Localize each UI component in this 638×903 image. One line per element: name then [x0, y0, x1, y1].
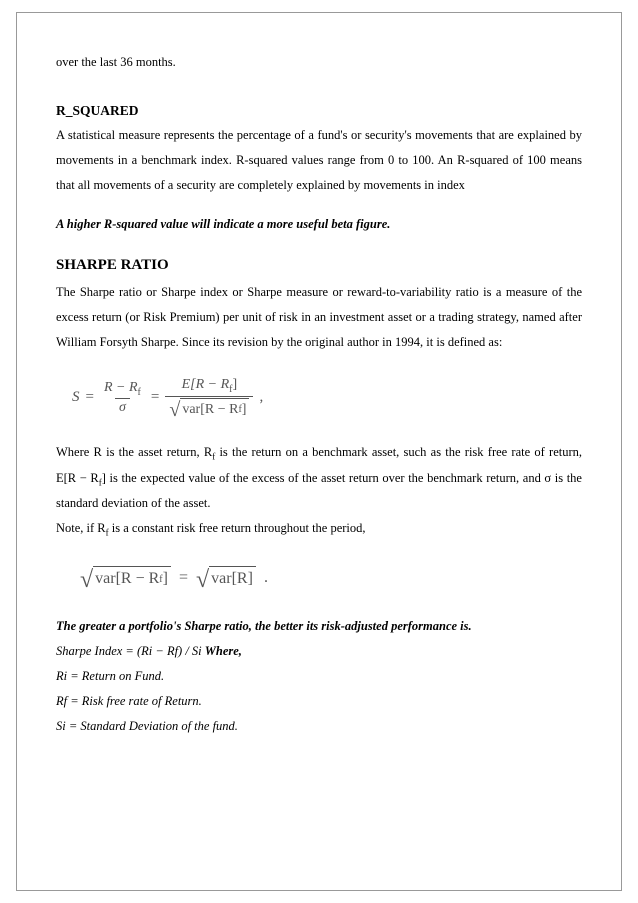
page-content: over the last 36 months. R_SQUARED A sta…	[56, 50, 582, 863]
sqrt1-c: ]	[242, 402, 247, 417]
def-rf: Rf = Risk free rate of Return.	[56, 689, 582, 714]
def-si: Si = Standard Deviation of the fund.	[56, 714, 582, 739]
sharpe-paragraph-2: Where R is the asset return, Rf is the r…	[56, 440, 582, 516]
sqrt-1: √ var[R − Rf]	[169, 398, 249, 418]
equals-sign: =	[86, 389, 94, 406]
frac2-num-a: E[R − R	[182, 377, 230, 392]
equals-sign-2: =	[151, 389, 159, 406]
sharpe-paragraph-3: Note, if Rf is a constant risk free retu…	[56, 516, 582, 542]
sqrt-lhs-c: ]	[163, 570, 168, 588]
sharpe-paragraph-1: The Sharpe ratio or Sharpe index or Shar…	[56, 280, 582, 355]
rsquared-note: A higher R-squared value will indicate a…	[56, 212, 582, 237]
rsquared-heading: R_SQUARED	[56, 103, 582, 119]
formula-text-a: Sharpe Index = (Ri − Rf) / Si	[56, 644, 205, 658]
sqrt-lhs-a: var[R − R	[95, 570, 159, 588]
sqrt-lhs: √ var[R − Rf]	[80, 566, 171, 590]
sharpe-conclusion: The greater a portfolio's Sharpe ratio, …	[56, 614, 582, 639]
p3-b: is a constant risk free return throughou…	[109, 521, 366, 535]
p2-c: ] is the expected value of the excess of…	[56, 471, 582, 511]
frac1-num-sub: f	[138, 386, 141, 397]
sqrt-rhs-content: var[R]	[209, 566, 256, 590]
frac2-num-c: ]	[233, 377, 238, 392]
p3-a: Note, if R	[56, 521, 106, 535]
sharpe-formula-2: √ var[R − Rf] = √ var[R] .	[80, 566, 582, 590]
fraction-2: E[R − Rf] √ var[R − Rf]	[165, 377, 253, 418]
formula-S: S	[72, 389, 80, 406]
fraction-1: R − Rf σ	[100, 380, 145, 416]
formula-period: .	[264, 569, 268, 587]
def-ri: Ri = Return on Fund.	[56, 664, 582, 689]
intro-text: over the last 36 months.	[56, 50, 582, 75]
sqrt-rhs: √ var[R]	[196, 566, 256, 590]
frac1-den: σ	[115, 398, 130, 415]
rsquared-paragraph: A statistical measure represents the per…	[56, 123, 582, 198]
frac1-num: R − R	[104, 380, 138, 395]
formula-comma: ,	[259, 389, 263, 406]
sqrt1-a: var[R − R	[182, 402, 238, 417]
equals-sign-3: =	[179, 569, 188, 587]
p2-a: Where R is the asset return, R	[56, 445, 212, 459]
sharpe-formula-1: S = R − Rf σ = E[R − Rf] √ var[R − Rf] ,	[72, 377, 582, 418]
sharpe-heading: SHARPE RATIO	[56, 257, 582, 274]
formula-text-where: Where,	[205, 644, 242, 658]
sharpe-index-formula-text: Sharpe Index = (Ri − Rf) / Si Where,	[56, 639, 582, 664]
